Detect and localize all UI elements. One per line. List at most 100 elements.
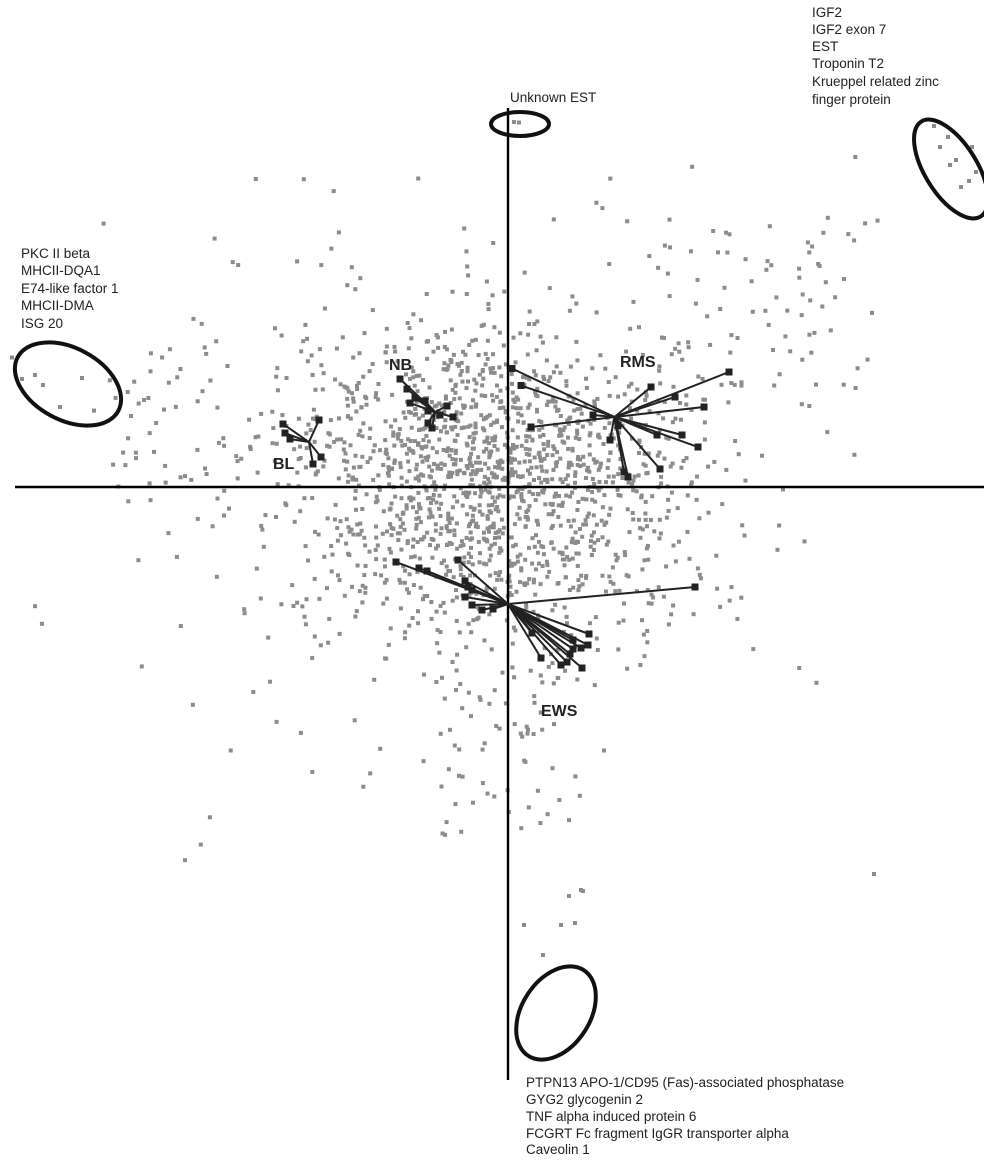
gene-point — [354, 609, 359, 614]
gene-point — [542, 646, 547, 651]
gene-point — [198, 842, 203, 847]
sample-point — [461, 577, 469, 585]
gene-point — [552, 447, 557, 451]
highlighted-gene-point — [948, 163, 952, 167]
gene-point — [553, 492, 558, 497]
gene-point — [463, 490, 468, 495]
gene-point — [527, 577, 532, 582]
gene-point — [668, 464, 673, 469]
gene-point — [511, 544, 516, 549]
gene-point — [580, 424, 585, 429]
gene-point — [594, 459, 599, 464]
gene-point — [584, 497, 589, 502]
gene-point — [521, 420, 526, 425]
gene-point — [610, 565, 615, 570]
gene-point — [533, 390, 538, 395]
gene-point — [546, 512, 551, 517]
gene-point — [473, 421, 478, 426]
gene-point — [162, 407, 166, 412]
gene-point — [500, 466, 505, 471]
gene-point — [420, 446, 425, 451]
gene-point — [664, 515, 669, 520]
gene-point — [497, 463, 501, 468]
gene-point — [406, 437, 411, 442]
annotation-line: MHCII-DMA — [21, 298, 94, 313]
gene-point — [450, 470, 455, 475]
gene-point — [139, 664, 144, 669]
gene-point — [396, 432, 401, 437]
gene-point — [420, 537, 425, 542]
gene-point — [820, 304, 825, 309]
gene-point — [551, 546, 556, 551]
gene-point — [657, 536, 662, 541]
gene-point — [573, 435, 578, 440]
gene-point — [833, 295, 838, 300]
gene-point — [458, 567, 463, 572]
gene-point — [542, 447, 547, 452]
gene-point — [466, 690, 471, 695]
gene-point — [644, 471, 649, 476]
gene-point — [392, 460, 397, 465]
gene-point — [337, 416, 341, 421]
gene-point — [204, 472, 209, 476]
gene-point — [560, 503, 565, 508]
gene-point — [471, 398, 475, 403]
gene-point — [354, 507, 358, 512]
gene-point — [392, 443, 397, 448]
gene-point — [598, 353, 603, 358]
gene-point — [483, 487, 488, 492]
gene-point — [449, 474, 453, 479]
gene-point — [443, 424, 448, 429]
gene-point — [532, 322, 537, 326]
gene-point — [421, 378, 426, 382]
gene-point — [519, 495, 524, 499]
gene-point — [538, 582, 543, 587]
gene-point — [624, 349, 629, 354]
gene-point — [479, 393, 484, 398]
gene-point — [408, 410, 413, 415]
gene-point — [348, 443, 353, 448]
gene-point — [399, 438, 404, 443]
gene-point — [199, 321, 204, 326]
gene-point — [384, 451, 389, 456]
gene-point — [575, 677, 580, 682]
gene-point — [524, 452, 529, 456]
gene-point — [214, 574, 219, 579]
gene-point — [437, 650, 442, 655]
gene-point — [393, 494, 398, 499]
gene-point — [536, 451, 541, 456]
gene-point — [364, 402, 369, 407]
gene-point — [210, 524, 215, 529]
gene-point — [225, 364, 230, 368]
gene-point — [270, 441, 275, 446]
gene-point — [479, 323, 484, 328]
gene-point — [469, 472, 473, 477]
gene-point — [600, 206, 605, 211]
gene-point — [359, 405, 364, 410]
gene-point — [121, 450, 126, 455]
gene-point — [814, 680, 819, 685]
gene-point — [362, 573, 367, 578]
gene-point — [268, 679, 272, 684]
gene-point — [685, 529, 690, 534]
gene-point — [472, 436, 477, 441]
gene-point — [398, 580, 403, 585]
gene-point — [686, 345, 691, 350]
gene-point — [350, 391, 354, 396]
gene-point — [772, 383, 777, 388]
gene-point — [446, 363, 451, 368]
gene-point — [775, 547, 780, 552]
gene-point — [574, 339, 579, 344]
gene-point — [468, 573, 473, 578]
sample-point — [436, 411, 444, 419]
gene-point — [729, 333, 734, 338]
gene-point — [556, 515, 561, 519]
gene-point — [726, 400, 731, 405]
gene-point — [400, 443, 405, 448]
gene-point — [657, 368, 662, 373]
gene-point — [432, 462, 436, 466]
gene-point — [415, 389, 420, 394]
sample-point — [569, 636, 577, 644]
gene-point — [487, 612, 492, 617]
gene-point — [508, 584, 513, 589]
